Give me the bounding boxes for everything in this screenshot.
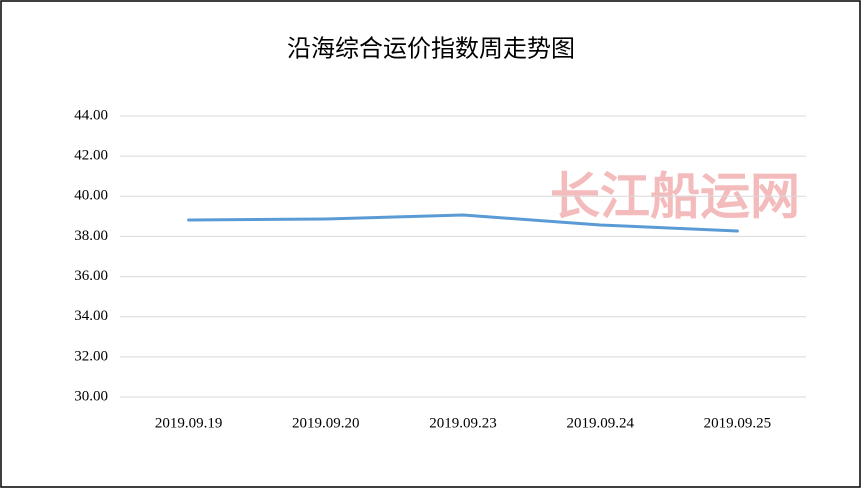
chart-title: 沿海综合运价指数周走势图 <box>287 36 575 63</box>
x-tick-label: 2019.09.19 <box>155 415 223 431</box>
x-tick-label: 2019.09.20 <box>292 415 360 431</box>
y-tick-label: 42.00 <box>74 148 108 164</box>
data-line <box>187 213 739 233</box>
x-tick-label: 2019.09.25 <box>704 415 772 431</box>
x-tick-label: 2019.09.23 <box>429 415 497 431</box>
x-tick-label: 2019.09.24 <box>566 415 634 431</box>
y-tick-label: 36.00 <box>74 268 108 284</box>
y-tick-label: 30.00 <box>74 388 108 404</box>
y-tick-label: 40.00 <box>74 188 108 204</box>
y-tick-label: 34.00 <box>74 308 108 324</box>
y-tick-label: 32.00 <box>74 348 108 364</box>
y-tick-label: 38.00 <box>74 228 108 244</box>
y-tick-label: 44.00 <box>74 107 108 123</box>
